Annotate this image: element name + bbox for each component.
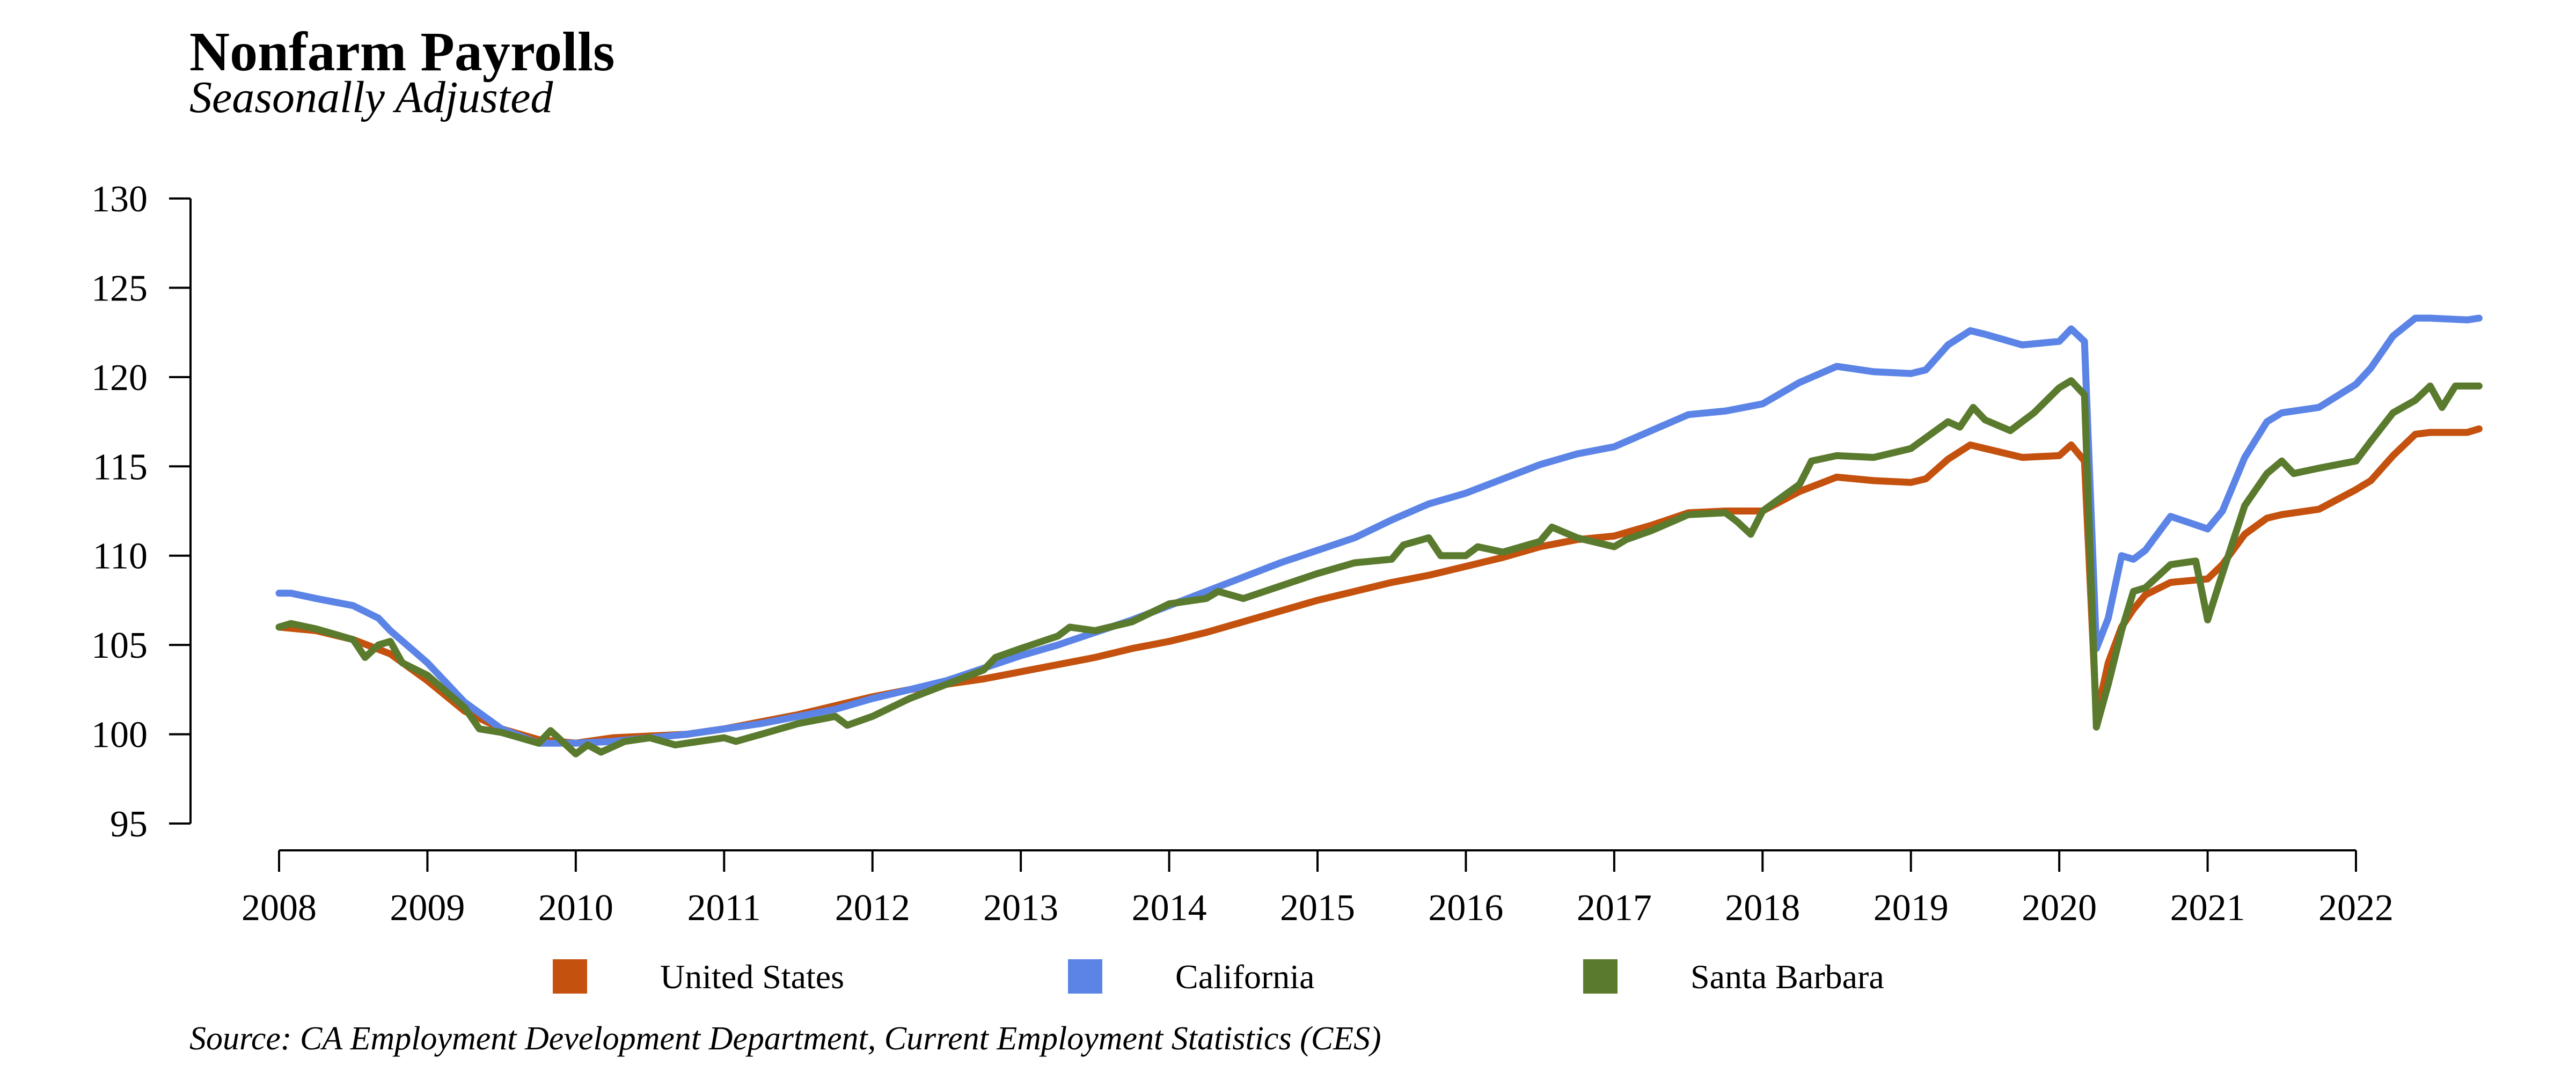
y-tick-label: 110 <box>93 536 148 577</box>
x-tick-label: 2017 <box>1577 887 1652 929</box>
x-tick-label: 2016 <box>1428 887 1503 929</box>
x-tick-label: 2018 <box>1725 887 1800 929</box>
y-tick-label: 100 <box>91 715 148 756</box>
legend-label-california: California <box>1175 958 1314 996</box>
chart-title: Nonfarm Payrolls <box>189 21 615 83</box>
x-tick-label: 2015 <box>1280 887 1355 929</box>
x-tick-label: 2019 <box>1874 887 1949 929</box>
legend-swatch-santa-barbara <box>1583 959 1618 994</box>
x-tick-label: 2009 <box>390 887 465 929</box>
series-line-santa-barbara <box>275 377 2483 758</box>
y-tick-label: 125 <box>91 268 148 309</box>
x-tick-label: 2014 <box>1132 887 1207 929</box>
chart-source-note: Source: CA Employment Development Depart… <box>189 1020 1381 1057</box>
chart-series <box>275 314 2483 758</box>
y-tick-label: 105 <box>91 625 148 666</box>
y-tick-label: 115 <box>93 446 148 488</box>
series-line-california <box>275 314 2483 747</box>
x-tick-label: 2021 <box>2170 887 2245 929</box>
legend-label-santa-barbara: Santa Barbara <box>1690 958 1884 996</box>
x-tick-label: 2012 <box>835 887 910 929</box>
y-tick-label: 120 <box>91 357 148 399</box>
y-tick-label: 95 <box>110 804 148 845</box>
chart-subtitle: Seasonally Adjusted <box>189 72 553 122</box>
chart-axes: 95 100 105 110 115 120 125 130 2008 2009 2010 2011 2… <box>91 179 2394 929</box>
legend-label-united-states: United States <box>660 958 844 996</box>
legend-swatch-united-states <box>553 959 587 994</box>
x-tick-label: 2022 <box>2318 887 2394 929</box>
chart-legend: United States California Santa Barbara <box>553 958 1884 996</box>
x-tick-label: 2010 <box>538 887 613 929</box>
x-tick-label: 2008 <box>241 887 317 929</box>
x-tick-label: 2013 <box>983 887 1058 929</box>
legend-swatch-california <box>1068 959 1102 994</box>
x-tick-label: 2020 <box>2022 887 2097 929</box>
x-tick-label: 2011 <box>687 887 761 929</box>
y-tick-label: 130 <box>91 179 148 220</box>
